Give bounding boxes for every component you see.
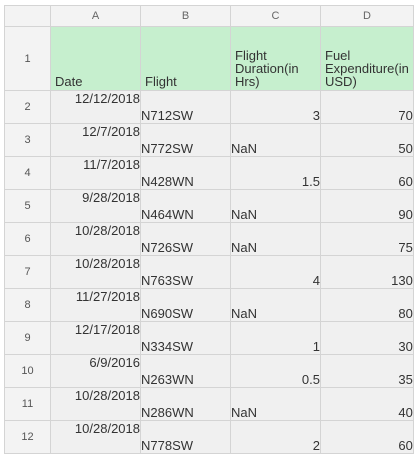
- table-row: 10 6/9/2016 N263WN 0.5 35: [4, 354, 414, 388]
- column-header-c[interactable]: C: [230, 5, 321, 27]
- duration-cell[interactable]: 2: [230, 420, 321, 454]
- date-cell[interactable]: 9/28/2018: [50, 189, 141, 223]
- fuel-cell[interactable]: 35: [320, 354, 414, 388]
- date-cell[interactable]: 12/12/2018: [50, 90, 141, 124]
- duration-cell[interactable]: 4: [230, 255, 321, 289]
- column-header-d[interactable]: D: [320, 5, 414, 27]
- table-row: 8 11/27/2018 N690SW NaN 80: [4, 288, 414, 322]
- fuel-cell[interactable]: 50: [320, 123, 414, 157]
- date-cell[interactable]: 11/27/2018: [50, 288, 141, 322]
- table-row: 3 12/7/2018 N772SW NaN 50: [4, 123, 414, 157]
- fuel-cell[interactable]: 130: [320, 255, 414, 289]
- table-row: 6 10/28/2018 N726SW NaN 75: [4, 222, 414, 256]
- table-row: 12 10/28/2018 N778SW 2 60: [4, 420, 414, 454]
- flight-cell[interactable]: N690SW: [140, 288, 231, 322]
- fuel-cell[interactable]: 30: [320, 321, 414, 355]
- flight-cell[interactable]: N712SW: [140, 90, 231, 124]
- fuel-cell[interactable]: 75: [320, 222, 414, 256]
- row-header[interactable]: 2: [4, 90, 51, 124]
- flight-cell[interactable]: N334SW: [140, 321, 231, 355]
- header-cell-date[interactable]: Date: [50, 26, 141, 91]
- duration-cell[interactable]: NaN: [230, 123, 321, 157]
- fuel-cell[interactable]: 60: [320, 420, 414, 454]
- spreadsheet-grid: A B C D 1 Date Flight Flight Duration(in…: [4, 5, 414, 454]
- table-row: 9 12/17/2018 N334SW 1 30: [4, 321, 414, 355]
- date-cell[interactable]: 12/17/2018: [50, 321, 141, 355]
- fuel-cell[interactable]: 60: [320, 156, 414, 190]
- date-cell[interactable]: 10/28/2018: [50, 222, 141, 256]
- table-row: 5 9/28/2018 N464WN NaN 90: [4, 189, 414, 223]
- duration-cell[interactable]: 1.5: [230, 156, 321, 190]
- fuel-cell[interactable]: 80: [320, 288, 414, 322]
- header-cell-flight-duration[interactable]: Flight Duration(in Hrs): [230, 26, 321, 91]
- date-cell[interactable]: 10/28/2018: [50, 420, 141, 454]
- table-row: 2 12/12/2018 N712SW 3 70: [4, 90, 414, 124]
- table-row: 4 11/7/2018 N428WN 1.5 60: [4, 156, 414, 190]
- column-header-b[interactable]: B: [140, 5, 231, 27]
- date-cell[interactable]: 11/7/2018: [50, 156, 141, 190]
- duration-cell[interactable]: 0.5: [230, 354, 321, 388]
- table-row: 7 10/28/2018 N763SW 4 130: [4, 255, 414, 289]
- fuel-cell[interactable]: 90: [320, 189, 414, 223]
- flight-cell[interactable]: N286WN: [140, 387, 231, 421]
- table-row: 11 10/28/2018 N286WN NaN 40: [4, 387, 414, 421]
- row-header[interactable]: 12: [4, 420, 51, 454]
- flight-cell[interactable]: N772SW: [140, 123, 231, 157]
- flight-cell[interactable]: N778SW: [140, 420, 231, 454]
- row-header[interactable]: 1: [4, 26, 51, 91]
- row-header[interactable]: 9: [4, 321, 51, 355]
- flight-cell[interactable]: N726SW: [140, 222, 231, 256]
- duration-cell[interactable]: NaN: [230, 288, 321, 322]
- column-header-a[interactable]: A: [50, 5, 141, 27]
- row-header[interactable]: 4: [4, 156, 51, 190]
- row-header[interactable]: 7: [4, 255, 51, 289]
- flight-cell[interactable]: N464WN: [140, 189, 231, 223]
- duration-cell[interactable]: 1: [230, 321, 321, 355]
- date-cell[interactable]: 10/28/2018: [50, 255, 141, 289]
- duration-cell[interactable]: 3: [230, 90, 321, 124]
- fuel-cell[interactable]: 40: [320, 387, 414, 421]
- header-cell-flight[interactable]: Flight: [140, 26, 231, 91]
- fuel-cell[interactable]: 70: [320, 90, 414, 124]
- duration-cell[interactable]: NaN: [230, 189, 321, 223]
- date-cell[interactable]: 6/9/2016: [50, 354, 141, 388]
- flight-cell[interactable]: N428WN: [140, 156, 231, 190]
- table-header-row: 1 Date Flight Flight Duration(in Hrs) Fu…: [4, 26, 414, 91]
- row-header[interactable]: 11: [4, 387, 51, 421]
- date-cell[interactable]: 10/28/2018: [50, 387, 141, 421]
- row-header[interactable]: 5: [4, 189, 51, 223]
- flight-cell[interactable]: N763SW: [140, 255, 231, 289]
- duration-cell[interactable]: NaN: [230, 387, 321, 421]
- row-header[interactable]: 10: [4, 354, 51, 388]
- duration-cell[interactable]: NaN: [230, 222, 321, 256]
- row-header[interactable]: 6: [4, 222, 51, 256]
- flight-cell[interactable]: N263WN: [140, 354, 231, 388]
- select-all-corner[interactable]: [4, 5, 51, 27]
- row-header[interactable]: 8: [4, 288, 51, 322]
- header-cell-fuel-expenditure[interactable]: Fuel Expenditure(in USD): [320, 26, 414, 91]
- date-cell[interactable]: 12/7/2018: [50, 123, 141, 157]
- row-header[interactable]: 3: [4, 123, 51, 157]
